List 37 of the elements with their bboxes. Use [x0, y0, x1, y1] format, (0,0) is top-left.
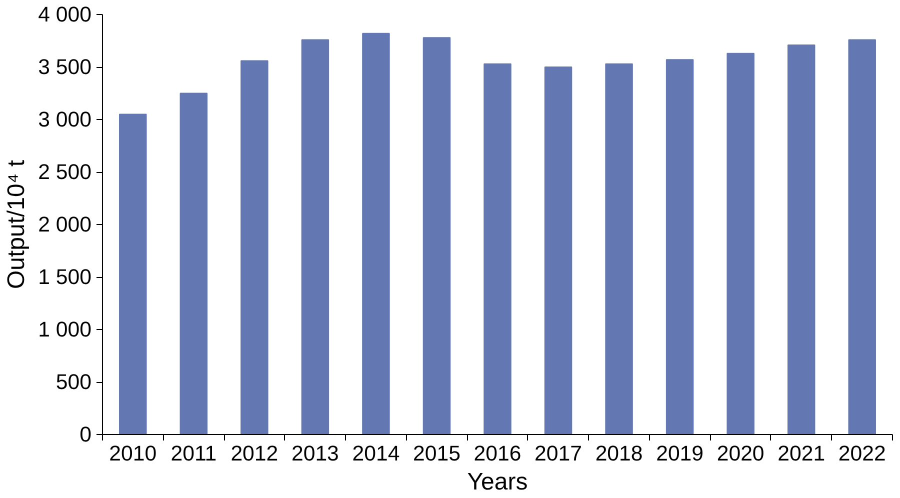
x-tick-label: 2012: [230, 442, 278, 466]
y-tick-label: 3 500: [38, 55, 92, 79]
bar: [240, 60, 268, 434]
x-tick-label: 2010: [109, 442, 157, 466]
x-axis-title: Years: [467, 468, 528, 496]
bar: [666, 59, 694, 434]
x-tick-label: 2020: [716, 442, 764, 466]
y-tick-label: 4 000: [38, 2, 92, 26]
bar: [787, 44, 816, 434]
bar: [301, 39, 330, 434]
x-tick-label: 2021: [778, 442, 826, 466]
bar: [484, 63, 512, 434]
x-tick-label: 2022: [838, 442, 886, 466]
x-tick-label: 2014: [352, 442, 400, 466]
bar: [180, 92, 208, 434]
x-tick-label: 2013: [291, 442, 339, 466]
y-tick-label: 3 000: [38, 108, 92, 132]
bar: [605, 63, 633, 434]
y-axis-title: Output/10⁴ t: [3, 160, 30, 290]
y-tick-label: 1 500: [38, 265, 92, 289]
x-tick-label: 2015: [413, 442, 460, 466]
x-tick-label: 2016: [474, 442, 522, 466]
bar: [119, 114, 147, 434]
bar: [848, 39, 876, 434]
y-tick-label: 2 500: [38, 160, 92, 184]
bar: [422, 37, 451, 434]
bar: [726, 52, 754, 434]
x-tick-label: 2017: [534, 442, 582, 466]
y-tick-label: 1 000: [38, 318, 92, 342]
x-tick-label: 2018: [595, 442, 643, 466]
y-tick-label: 0: [80, 422, 92, 446]
y-tick-label: 500: [56, 370, 92, 394]
bar: [544, 66, 572, 434]
x-tick-label: 2019: [656, 442, 704, 466]
y-tick-label: 2 000: [38, 212, 92, 236]
x-tick-label: 2011: [170, 442, 217, 466]
bar: [362, 32, 390, 434]
